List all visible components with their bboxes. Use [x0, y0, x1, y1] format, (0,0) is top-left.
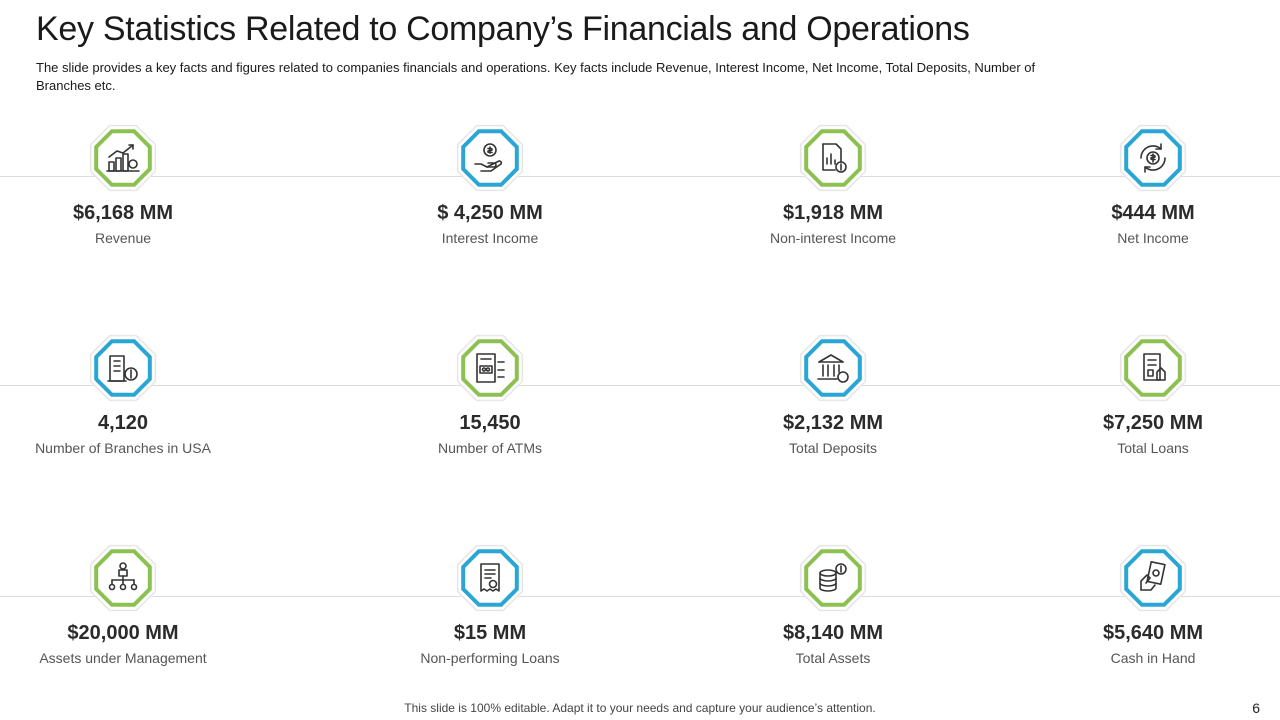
stat-label: Assets under Management — [39, 650, 207, 666]
stat-label: Total Loans — [1117, 440, 1189, 456]
page-number: 6 — [1252, 700, 1260, 716]
stat-card: $444 MM Net Income — [1033, 122, 1273, 246]
stat-value: $ 4,250 MM — [437, 202, 543, 224]
stat-badge — [797, 542, 869, 614]
stat-label: Net Income — [1117, 230, 1189, 246]
row-divider-1 — [0, 176, 1280, 177]
stat-label: Non-performing Loans — [420, 650, 560, 666]
stat-badge — [797, 122, 869, 194]
stat-value: 15,450 — [459, 412, 521, 434]
dollar-cycle-icon — [1135, 140, 1171, 176]
stat-label: Non-interest Income — [769, 230, 897, 246]
stat-badge — [1117, 122, 1189, 194]
growth-chart-icon — [105, 140, 141, 176]
stat-label: Revenue — [94, 230, 152, 246]
row-divider-2 — [0, 385, 1280, 386]
stat-label: Number of ATMs — [438, 440, 542, 456]
coin-stack-icon — [815, 560, 851, 596]
stat-badge — [797, 332, 869, 404]
stat-label: Cash in Hand — [1110, 650, 1196, 666]
bank-icon — [815, 350, 851, 386]
stat-badge — [454, 542, 526, 614]
stat-badge — [87, 122, 159, 194]
stat-card: 15,450 Number of ATMs — [370, 332, 610, 456]
stat-label: Total Deposits — [789, 440, 877, 456]
loan-document-icon — [1135, 350, 1171, 386]
stat-value: $5,640 MM — [1102, 622, 1204, 644]
stat-card: $6,168 MM Revenue — [3, 122, 243, 246]
building-dollar-icon — [105, 350, 141, 386]
slide-title: Key Statistics Related to Company’s Fina… — [36, 10, 970, 48]
row-divider-3 — [0, 596, 1280, 597]
receipt-icon — [472, 560, 508, 596]
stat-card: $5,640 MM Cash in Hand — [1033, 542, 1273, 666]
stat-value: $1,918 MM — [782, 202, 884, 224]
stat-value: $2,132 MM — [782, 412, 884, 434]
stat-card: $7,250 MM Total Loans — [1033, 332, 1273, 456]
org-chart-icon — [105, 560, 141, 596]
stat-card: $1,918 MM Non-interest Income — [713, 122, 953, 246]
slide-subtitle: The slide provides a key facts and figur… — [36, 60, 1036, 93]
stat-badge — [454, 122, 526, 194]
stat-value: $6,168 MM — [72, 202, 174, 224]
stat-value: $8,140 MM — [782, 622, 884, 644]
stat-badge — [454, 332, 526, 404]
atm-icon — [472, 350, 508, 386]
stat-card: $ 4,250 MM Interest Income — [370, 122, 610, 246]
stat-badge — [87, 542, 159, 614]
stat-card: 4,120 Number of Branches in USA — [3, 332, 243, 456]
stat-card: $2,132 MM Total Deposits — [713, 332, 953, 456]
document-dollar-icon — [815, 140, 851, 176]
stat-badge — [87, 332, 159, 404]
stat-card: $20,000 MM Assets under Management — [3, 542, 243, 666]
footer-note: This slide is 100% editable. Adapt it to… — [404, 701, 876, 715]
stat-value: $15 MM — [453, 622, 527, 644]
stat-value: $444 MM — [1111, 202, 1195, 224]
stat-card: $15 MM Non-performing Loans — [370, 542, 610, 666]
stat-value: 4,120 — [97, 412, 149, 434]
hand-coin-icon — [472, 140, 508, 176]
hand-cash-icon — [1135, 560, 1171, 596]
stat-card: $8,140 MM Total Assets — [713, 542, 953, 666]
stat-label: Number of Branches in USA — [35, 440, 211, 456]
stat-value: $7,250 MM — [1102, 412, 1204, 434]
stat-label: Interest Income — [441, 230, 539, 246]
stat-label: Total Assets — [795, 650, 871, 666]
stat-value: $20,000 MM — [67, 622, 179, 644]
stat-badge — [1117, 542, 1189, 614]
stat-badge — [1117, 332, 1189, 404]
